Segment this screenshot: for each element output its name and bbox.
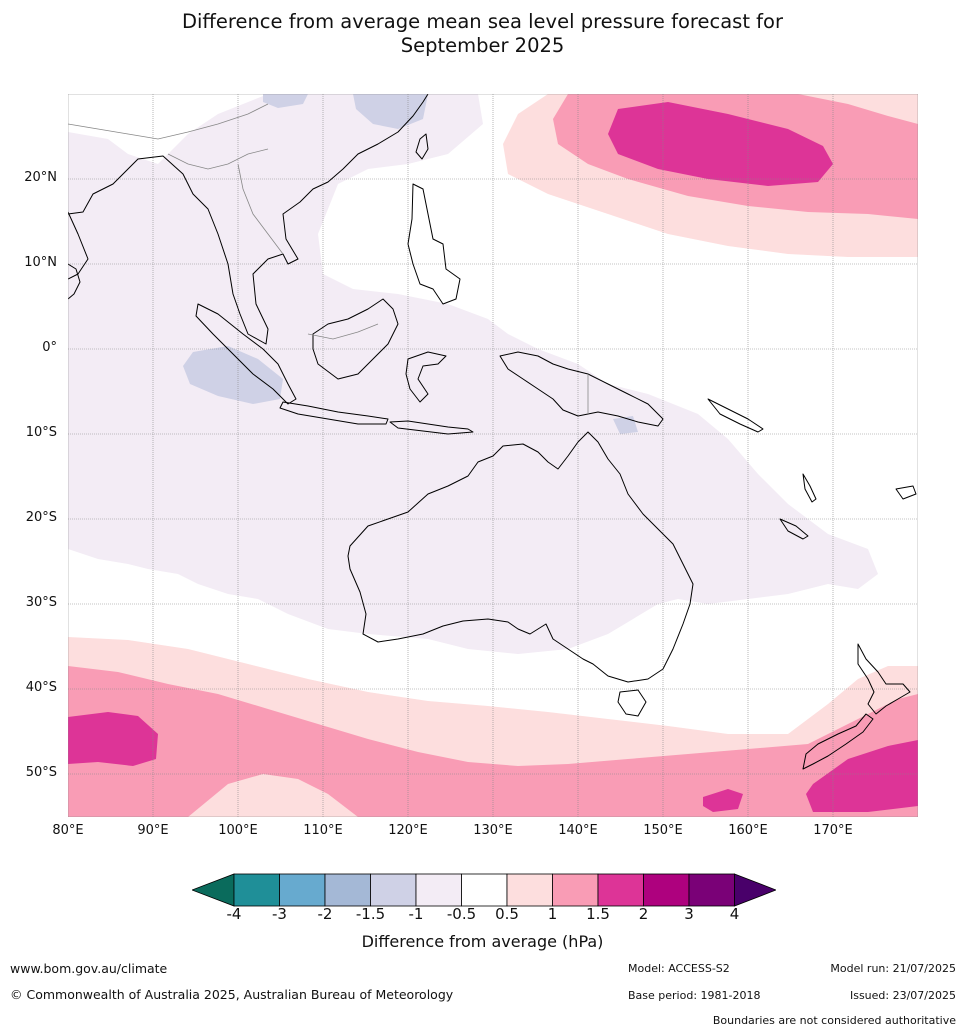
colorbar-tick-label: -3: [272, 905, 287, 923]
coast-solomons: [707, 398, 764, 433]
footer-copyright: © Commonwealth of Australia 2025, Austra…: [10, 987, 454, 1002]
lon-label-150e: 150°E: [643, 823, 683, 838]
footer-model-run: Model run: 21/07/2025: [830, 962, 956, 975]
title-line-1: Difference from average mean sea level p…: [182, 10, 783, 33]
colorbar-swatch-8: [552, 873, 599, 907]
colorbar-graphic: [190, 873, 778, 907]
lon-label-160e: 160°E: [728, 823, 768, 838]
lat-label-10n: 10°N: [24, 255, 57, 270]
lon-label-90e: 90°E: [137, 823, 169, 838]
graticule: [68, 94, 918, 817]
coast-australia: [347, 431, 694, 683]
anomaly-north-pacific-1.5: [608, 102, 833, 186]
anomaly-southern-ocean-1: [68, 666, 918, 817]
colorbar: [190, 872, 778, 908]
colorbar-swatch-10: [643, 873, 690, 907]
coast-sulawesi: [405, 351, 447, 403]
pressure-anomaly-map: [68, 94, 918, 817]
coast-nz-south: [802, 713, 874, 770]
anomaly-patch-north: [263, 94, 308, 108]
lon-label-170e: 170°E: [813, 823, 853, 838]
colorbar-tick-label: -0.5: [446, 905, 477, 923]
colorbar-swatch-below: [190, 873, 235, 907]
colorbar-swatch-above: [734, 873, 778, 907]
colorbar-swatch-6: [461, 873, 508, 907]
colorbar-tick-label: 2: [638, 905, 649, 923]
coast-new-guinea: [499, 351, 664, 427]
colorbar-swatch-4: [370, 873, 417, 907]
lon-label-120e: 120°E: [388, 823, 428, 838]
colorbar-swatch-9: [597, 873, 644, 907]
footer-model: Model: ACCESS-S2: [628, 962, 730, 975]
lon-label-80e: 80°E: [52, 823, 84, 838]
anomaly-southern-ocean-1.5-east: [806, 740, 918, 812]
lat-label-30s: 30°S: [25, 595, 57, 610]
coast-india: [68, 211, 89, 280]
colorbar-tick-label: -1: [408, 905, 424, 923]
country-borders: [68, 103, 589, 414]
coastlines: [68, 94, 917, 770]
colorbar-swatch-2: [279, 873, 326, 907]
coast-java: [279, 401, 389, 425]
colorbar-tick-label: 1.5: [586, 905, 610, 923]
colorbar-tick-label: -2: [317, 905, 333, 923]
lon-label-130e: 130°E: [473, 823, 513, 838]
lat-label-10s: 10°S: [25, 425, 57, 440]
map-title: Difference from average mean sea level p…: [0, 10, 965, 58]
coast-sumatra: [195, 303, 297, 405]
colorbar-tick-label: 3: [684, 905, 694, 923]
coast-nz-north: [857, 643, 911, 715]
colorbar-swatch-11: [688, 873, 735, 907]
colorbar-swatch-5: [415, 873, 462, 907]
coast-philippines: [407, 183, 461, 305]
lat-label-20n: 20°N: [24, 170, 57, 185]
footer-website: www.bom.gov.au/climate: [10, 961, 168, 976]
coast-new-caledonia: [779, 518, 809, 540]
coast-fiji: [895, 485, 917, 500]
anomaly-region-negative-light: [68, 94, 878, 654]
footer-issued: Issued: 23/07/2025: [849, 989, 956, 1002]
lat-label-40s: 40°S: [25, 680, 57, 695]
coast-taiwan: [415, 133, 429, 160]
map-panel: [68, 94, 918, 817]
coast-tasmania: [617, 689, 647, 717]
lat-label-20s: 20°S: [25, 510, 57, 525]
coast-borneo: [312, 298, 399, 380]
footer-base-period: Base period: 1981-2018: [628, 989, 761, 1002]
anomaly-southern-ocean-1.5-west: [68, 712, 158, 766]
coast-lesser-sunda: [389, 420, 474, 435]
coast-vanuatu: [802, 473, 817, 503]
title-line-2: September 2025: [400, 34, 565, 57]
colorbar-tick-label: 1: [547, 905, 558, 923]
coast-sri-lanka: [68, 263, 81, 300]
colorbar-title: Difference from average (hPa): [361, 932, 604, 951]
colorbar-tick-label: 0.5: [495, 905, 519, 923]
lon-label-100e: 100°E: [218, 823, 258, 838]
colorbar-swatch-7: [506, 873, 553, 907]
lat-label-0: 0°: [42, 340, 57, 355]
lon-label-110e: 110°E: [303, 823, 343, 838]
anomaly-patch-sumatra: [183, 346, 283, 404]
footer-boundaries-note: Boundaries are not considered authoritat…: [712, 1014, 956, 1027]
colorbar-tick-label: 4: [729, 905, 740, 923]
lat-label-50s: 50°S: [25, 765, 57, 780]
anomaly-southern-ocean-1.5-small: [703, 789, 743, 812]
coast-asia-mainland: [68, 94, 429, 345]
colorbar-swatch-1: [233, 873, 280, 907]
colorbar-tick-label: -1.5: [355, 905, 386, 923]
lon-label-140e: 140°E: [558, 823, 598, 838]
colorbar-tick-label: -4: [226, 905, 242, 923]
colorbar-swatch-3: [324, 873, 371, 907]
